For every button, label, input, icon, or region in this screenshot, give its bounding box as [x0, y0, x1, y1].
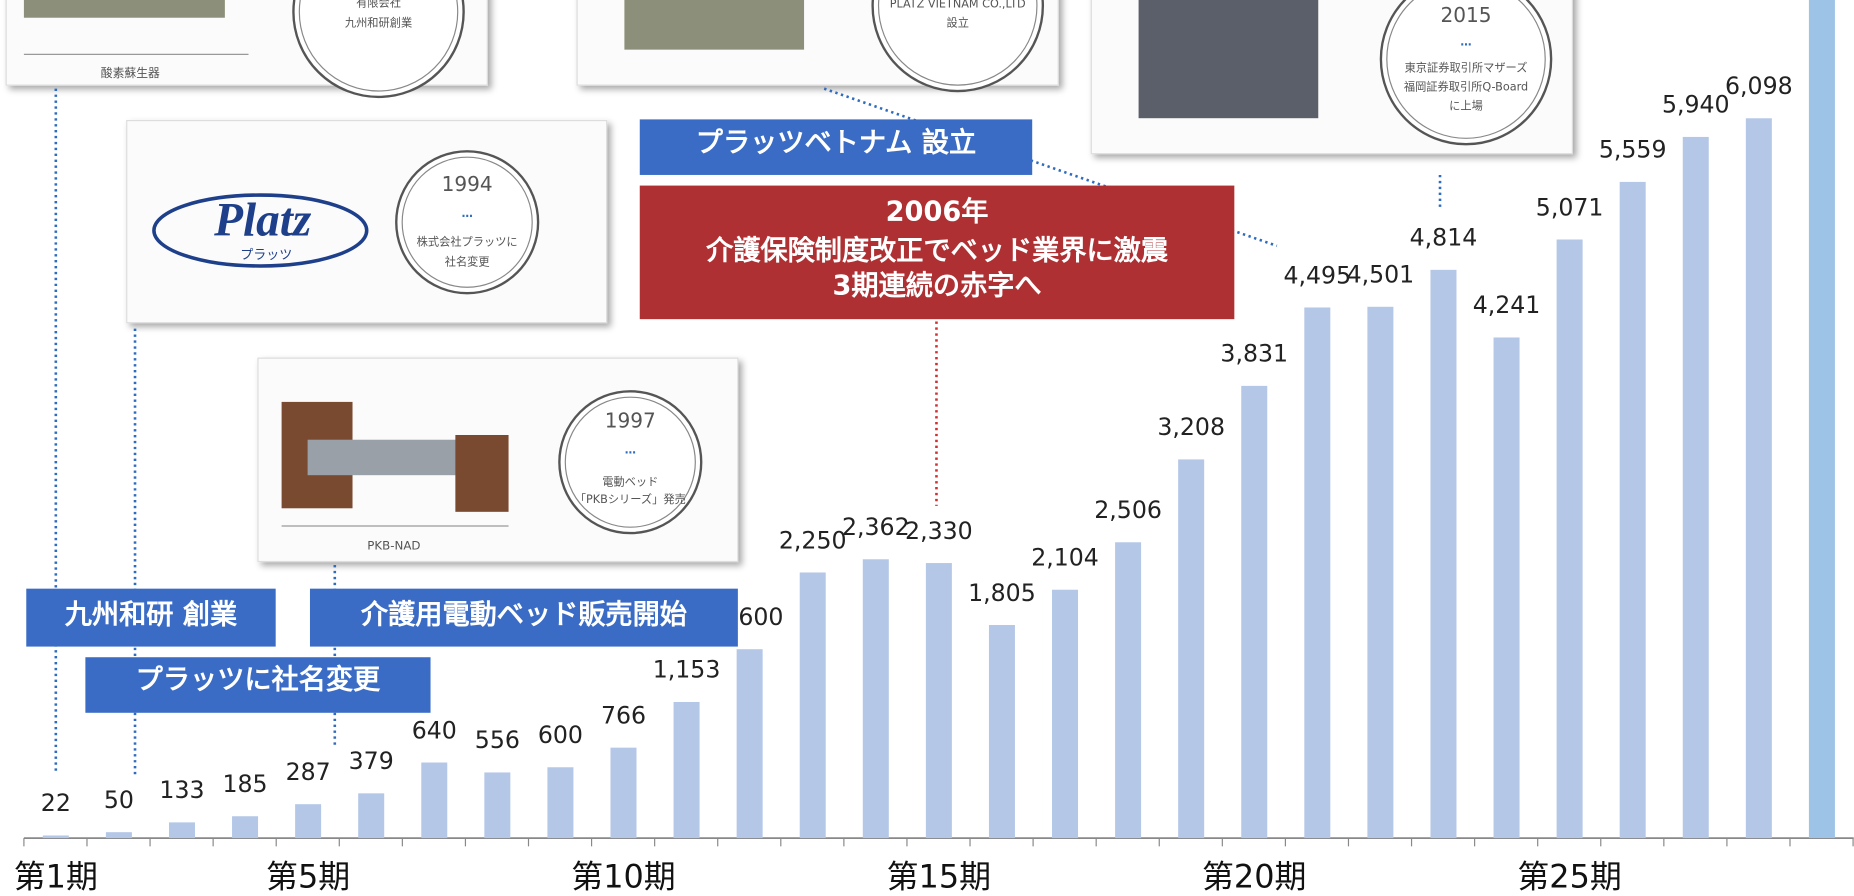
logo-text: Platz [213, 194, 312, 246]
logo-sub: プラッツ [240, 248, 292, 263]
value-label: 2,104 [1031, 543, 1099, 571]
bar [926, 563, 952, 838]
bar [1809, 0, 1835, 838]
bar [1304, 307, 1330, 838]
value-label: 185 [223, 770, 268, 798]
bar [295, 804, 321, 838]
annotation-text: 介護用電動ベッド販売開始 [360, 598, 687, 630]
bar [1430, 270, 1456, 838]
x-tick-label: 第15期 [887, 857, 991, 895]
value-label: 2,506 [1094, 496, 1162, 524]
x-tick-label: 第25期 [1517, 857, 1621, 895]
value-label: 4,241 [1473, 291, 1541, 319]
annotation-text: 九州和研 創業 [65, 599, 238, 630]
bar [106, 832, 132, 838]
card-circle-text: 株式会社プラッツに [417, 234, 518, 248]
value-label: 4,814 [1410, 224, 1478, 252]
value-label: 5,940 [1662, 91, 1730, 119]
bar [1241, 386, 1267, 838]
bar [232, 816, 258, 838]
bar [610, 748, 636, 838]
bar [1494, 337, 1520, 838]
value-label: 133 [159, 776, 204, 804]
annotation-text: 介護保険制度改正でベッド業界に激震 [705, 234, 1169, 266]
value-label: 22 [41, 789, 71, 817]
bar [484, 772, 510, 838]
card-circle-text: 1997 [605, 408, 656, 432]
bar [1115, 542, 1141, 838]
card-photo [1139, 0, 1319, 118]
card-circle-text: … [462, 207, 473, 220]
value-label: 4,495 [1283, 261, 1351, 289]
bar [43, 835, 69, 838]
annotation-text: プラッツベトナム 設立 [696, 127, 976, 159]
x-tick-label: 第1期 [14, 857, 98, 895]
x-tick-label: 第20期 [1202, 857, 1306, 895]
bar [421, 763, 447, 839]
card-circle-text: 電動ベッド [602, 474, 658, 488]
card-photo [624, 0, 804, 50]
bar [1367, 307, 1393, 838]
card-circle-text: に上場 [1449, 99, 1483, 112]
card-circle-text: 社名変更 [445, 254, 490, 268]
value-label: 5,071 [1536, 193, 1604, 221]
card-circle-text: 2015 [1440, 3, 1491, 27]
bar [737, 649, 763, 838]
card-circle-text: 設立 [947, 16, 969, 30]
card-circle-text: 有限会社 [356, 0, 401, 10]
bar [674, 702, 700, 838]
card-circle-text: 九州和研創業 [345, 16, 412, 30]
page: 酸素蘇生器 有限会社九州和研創業 PLATZ VIETNAM CO.,LTD 設立 20… [0, 0, 1854, 896]
value-label: 2,330 [905, 517, 973, 545]
card-circle-text: 「PKBシリーズ」発売 [575, 492, 686, 506]
x-tick-label: 第10期 [571, 857, 675, 895]
bar [1683, 137, 1709, 838]
bar [358, 793, 384, 838]
card-circle-text: PLATZ VIETNAM CO.,LTD [890, 0, 1026, 11]
card-circle-text: 1994 [442, 172, 493, 196]
bar [1620, 182, 1646, 838]
value-label: 1,153 [653, 656, 721, 684]
bed-foot [455, 435, 508, 512]
x-tick-label: 第5期 [266, 857, 350, 895]
annotation-text: プラッツに社名変更 [136, 663, 381, 695]
bar [800, 572, 826, 838]
value-label: 2,362 [842, 513, 910, 541]
value-label: 1,805 [968, 579, 1036, 607]
value-label: 379 [349, 747, 394, 775]
card-circle-text: 福岡証券取引所Q-Board [1404, 79, 1528, 93]
card-caption: PKB-NAD [367, 539, 420, 553]
bar [547, 767, 573, 838]
card-photo [24, 0, 225, 18]
value-label: 2,250 [779, 526, 847, 554]
card-circle-text: … [625, 443, 636, 456]
bar [1178, 459, 1204, 838]
value-label: 4,501 [1347, 261, 1415, 289]
value-label: 6,098 [1725, 72, 1793, 100]
card-circle-text: … [1460, 36, 1471, 49]
value-label: 5,559 [1599, 136, 1667, 164]
value-label: 287 [286, 758, 331, 786]
bar [989, 625, 1015, 838]
value-label: 600 [538, 721, 583, 749]
value-label: 766 [601, 701, 646, 729]
value-label: 3,208 [1157, 413, 1225, 441]
bar [1557, 240, 1583, 839]
annotation-text: 2006年 [886, 195, 989, 227]
annotation-text: 3期連続の赤字へ [832, 270, 1041, 302]
card-caption: 酸素蘇生器 [101, 66, 160, 80]
value-label: 3,831 [1220, 340, 1288, 368]
bar [1052, 590, 1078, 838]
value-label: 556 [475, 726, 520, 754]
bar [1746, 118, 1772, 838]
chart: 酸素蘇生器 有限会社九州和研創業 PLATZ VIETNAM CO.,LTD 設立 20… [0, 0, 1854, 896]
card-circle-text: 東京証券取引所マザーズ [1405, 61, 1528, 75]
value-label: 640 [412, 716, 457, 744]
value-label: 50 [104, 786, 134, 814]
bar [169, 822, 195, 838]
bar [863, 559, 889, 838]
